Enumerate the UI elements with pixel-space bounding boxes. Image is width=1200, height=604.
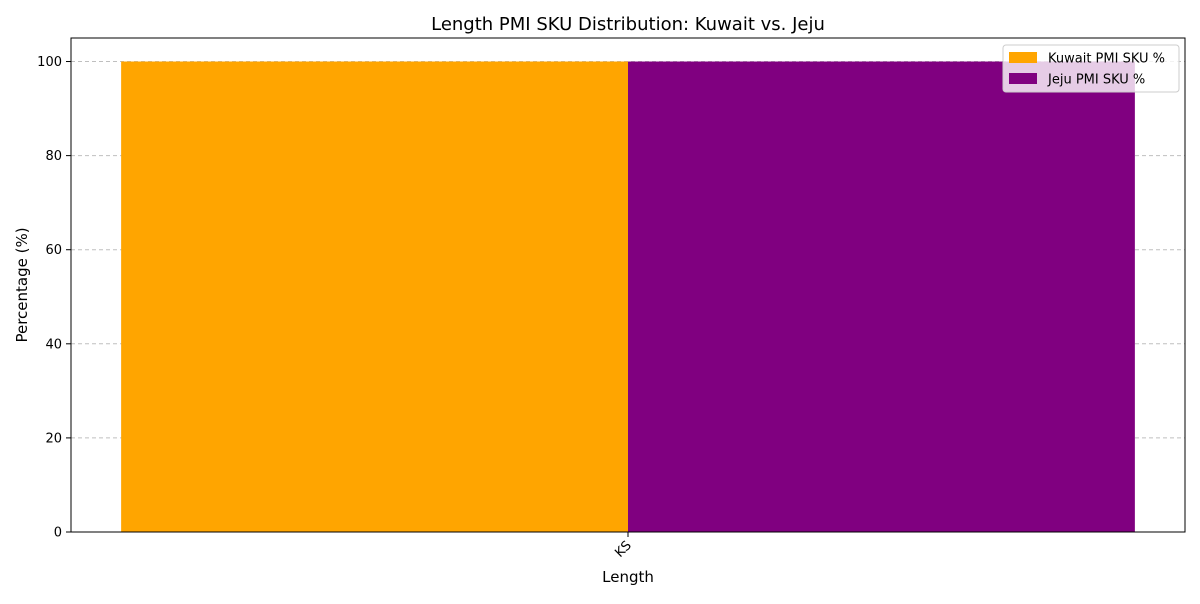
legend: Kuwait PMI SKU % Jeju PMI SKU % xyxy=(1002,44,1180,93)
x-tick-label: KS xyxy=(612,538,634,560)
chart-title: Length PMI SKU Distribution: Kuwait vs. … xyxy=(431,14,825,35)
y-tick-label: 20 xyxy=(45,431,62,446)
bar-jeju-ks xyxy=(628,61,1135,533)
bar-kuwait-ks xyxy=(121,61,628,533)
legend-box xyxy=(1002,44,1180,93)
y-tick-label: 40 xyxy=(45,337,62,352)
legend-label: Jeju PMI SKU % xyxy=(1047,73,1145,88)
legend-swatch xyxy=(1009,52,1037,63)
y-tick-label: 0 xyxy=(54,526,62,541)
y-tick-label: 60 xyxy=(45,243,62,258)
legend-swatch xyxy=(1009,73,1037,84)
y-tick-label: 100 xyxy=(37,55,62,70)
y-axis: 0 20 40 60 80 100 xyxy=(37,55,71,541)
y-axis-label: Percentage (%) xyxy=(13,227,31,342)
bars-layer xyxy=(121,61,1135,533)
x-axis-label: Length xyxy=(602,568,654,586)
x-axis: KS xyxy=(612,532,635,561)
y-tick-label: 80 xyxy=(45,149,62,164)
legend-label: Kuwait PMI SKU % xyxy=(1048,52,1165,67)
